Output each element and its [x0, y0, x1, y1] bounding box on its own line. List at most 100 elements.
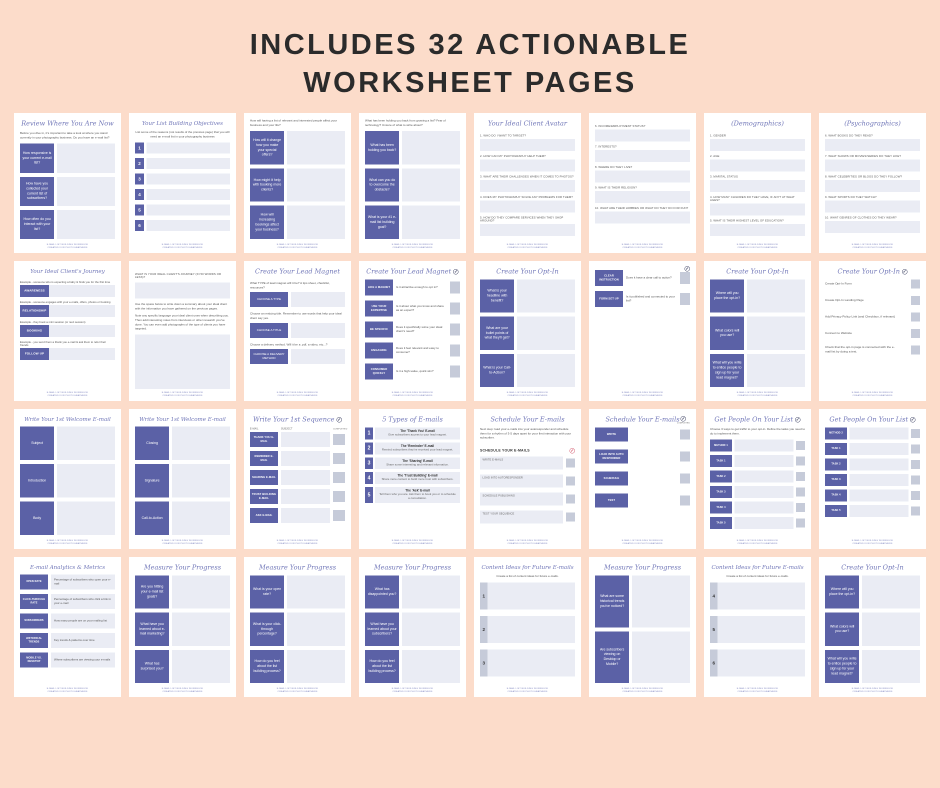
- question-box: What is your headline with benefit?: [480, 279, 515, 313]
- qa-row: What has been holding you back?: [365, 130, 460, 164]
- journey-row: RELATIONSHIP: [20, 304, 115, 317]
- answer-field: [595, 129, 690, 142]
- answer-field: [172, 649, 230, 683]
- subject-field: [281, 507, 330, 523]
- question-label: 5. WHAT IS THEIR HIGHEST LEVEL OF EDUCAT…: [710, 219, 784, 223]
- email-type-description: Share some interesting and relevant info…: [386, 462, 449, 466]
- page-footer: E-mail List Building Workbook Created for…: [14, 390, 121, 397]
- question-label: 5. HOW DO THEY COMPARE SERVICES WHEN THE…: [480, 216, 564, 223]
- page-body: E-MAIL SUBJECT COMPLETED THANK YOU E-MAIL RE…: [250, 427, 347, 539]
- qa-row: Where will you place the opt-in?: [710, 279, 805, 313]
- qa-row: What is your open rate?: [250, 575, 345, 609]
- footer-line: Created for Photographers: [737, 393, 778, 397]
- worksheet-page-27: Measure Your Progress What is your open r…: [244, 556, 351, 697]
- metric-row: OPEN RATE Percentage of subscribers who o…: [20, 574, 115, 590]
- question-label: 4. HOW MANY CHILDREN DO THEY HAVE, IF AN…: [710, 195, 795, 202]
- answer-field: [517, 353, 575, 387]
- question-box: How do you feel about the list building …: [365, 649, 400, 683]
- question-box: What colors will you use?: [825, 612, 860, 646]
- answer-field: [291, 291, 345, 307]
- answer-field: [747, 316, 805, 350]
- footer-line: Created for Photographers: [277, 245, 318, 249]
- question-label: 10. WHAT ARE THEIR HOBBIES OR WHAT DO TH…: [595, 206, 689, 210]
- worksheet-title: (Psychographics): [844, 119, 901, 128]
- footer-line: Created for Photographers: [47, 541, 88, 545]
- answer-field: [747, 279, 805, 313]
- answer-field: [49, 284, 115, 297]
- worksheet-title: Measure Your Progress: [258, 563, 337, 572]
- page-slot-5: Your Ideal Client Avatar 1. WHO DO I WANT…: [474, 112, 581, 253]
- checklist-row: Create Opt-In Form: [825, 279, 920, 289]
- check-icon: ✓: [901, 268, 908, 275]
- page-footer: E-mail List Building Workbook Created for…: [129, 538, 236, 545]
- idea-row: 3: [480, 648, 575, 676]
- qa-row: What colors will you use?: [825, 612, 920, 646]
- page-body: WRITE LOAD INTO AUTO RESPONDER SCHEDULE TES…: [595, 427, 690, 539]
- page-body: 1 2 3: [480, 581, 575, 687]
- page-slot-18: Write Your 1st Welcome E-mail Closing Sign…: [129, 408, 236, 549]
- numbered-row: 3: [135, 173, 230, 185]
- question-box: What has disappointed you?: [365, 575, 400, 609]
- answer-field: [849, 442, 909, 455]
- answer-field: [849, 489, 909, 502]
- qa-row: What is your #1 e-mail list building goa…: [365, 205, 460, 239]
- criteria-label: BE SPECIFIC: [365, 321, 393, 338]
- email-type-name: The 'Sharing' E-mail: [402, 458, 433, 463]
- question-label: 6. INCOME/EMPLOYMENT STATUS?: [595, 124, 646, 128]
- page-body: How responsive is your current e-mail li…: [20, 143, 115, 242]
- page-slot-1: Review Where You Are Now Before you dive …: [14, 112, 121, 253]
- answer-field: [517, 279, 575, 313]
- page-title-row: Get People On Your List ✓: [710, 416, 805, 423]
- worksheet-page-1: Review Where You Are Now Before you dive …: [14, 112, 121, 253]
- schedule-row: SCHEDULE: [595, 471, 690, 486]
- numbered-row: 4: [135, 188, 230, 200]
- schedule-row: WRITE E-MAILS: [480, 456, 575, 470]
- worksheet-title: Your Ideal Client Avatar: [487, 119, 568, 128]
- answer-field: [734, 439, 794, 452]
- footer-line: E-mail List Building Workbook: [851, 538, 894, 541]
- schedule-row: TEST YOUR SEQUENCE: [480, 510, 575, 524]
- qa-row: Are subscribers viewing on Desktop or Mo…: [595, 630, 690, 683]
- email-label: ASK E-MAIL: [250, 507, 278, 523]
- page-title-row: Create Your Lead Magnet ✓: [365, 267, 460, 276]
- qa-row: What are some historical trends you've n…: [595, 575, 690, 627]
- qa-row: How often do you interact with your list…: [20, 209, 115, 239]
- task-field: TEST YOUR SEQUENCE: [480, 510, 563, 524]
- answer-field: [480, 223, 575, 236]
- answer-field: [57, 143, 115, 173]
- checklist-row: Check that the opt-in page is connected …: [825, 345, 920, 355]
- answer-field: [825, 200, 920, 213]
- question-box: How will it change how you make your spe…: [250, 130, 285, 164]
- page-title-row: (Demographics): [710, 120, 805, 128]
- checkbox: [450, 281, 460, 294]
- task-label: TASK 2: [825, 458, 847, 471]
- page-body: 1. WHO DO I WANT TO TARGET? 2. HOW CAN MY…: [480, 131, 575, 243]
- schedule-row: LOAD INTO AUTO RESPONDER: [595, 449, 690, 464]
- journey-row: FOLLOW UP: [20, 347, 115, 360]
- footer-line: E-mail List Building Workbook: [736, 242, 779, 245]
- question-box: What is your click-through percentage?: [250, 612, 285, 646]
- question-box: Closing: [135, 426, 170, 460]
- worksheet-title: Schedule Your E-mails: [605, 415, 680, 424]
- step-label: LOAD INTO AUTO RESPONDER: [595, 449, 628, 464]
- checkbox: [680, 473, 690, 484]
- metric-label: HISTORICAL TRENDS: [20, 632, 48, 648]
- checkbox: [911, 279, 920, 289]
- question-label: 2. HOW CAN MY PHOTOGRAPHY HELP THEM?: [480, 154, 546, 158]
- subject-field: [281, 450, 330, 466]
- worksheet-title: Create Your Opt-In: [841, 563, 904, 572]
- task-row: TASK 1: [825, 442, 920, 455]
- email-type-row: 5 The 'Ask' E-mail Tell them who you are. …: [365, 486, 460, 503]
- page-footer: E-mail List Building Workbook Created for…: [819, 390, 926, 397]
- question-label: 8. WHERE DO THEY LIVE?: [595, 165, 633, 169]
- worksheet-title: Create Your Lead Magnet: [366, 267, 452, 276]
- footer-line: Created for Photographers: [507, 245, 548, 249]
- task-row: TASK 2: [825, 458, 920, 471]
- answer-field: [49, 324, 115, 337]
- email-type-body: The 'Ask' E-mail Tell them who you are. A…: [375, 486, 460, 503]
- metric-row: SUBSCRIBERS How many people are on your m…: [20, 613, 115, 629]
- page-footer: E-mail List Building Workbook Created for…: [704, 538, 811, 545]
- worksheet-title: E-mail Analytics & Metrics: [29, 563, 106, 571]
- qa-row: How might it help with booking more clie…: [250, 167, 345, 202]
- worksheet-page-10: WHAT IS YOUR IDEAL CLIENT'S JOURNEY (IN …: [129, 260, 236, 401]
